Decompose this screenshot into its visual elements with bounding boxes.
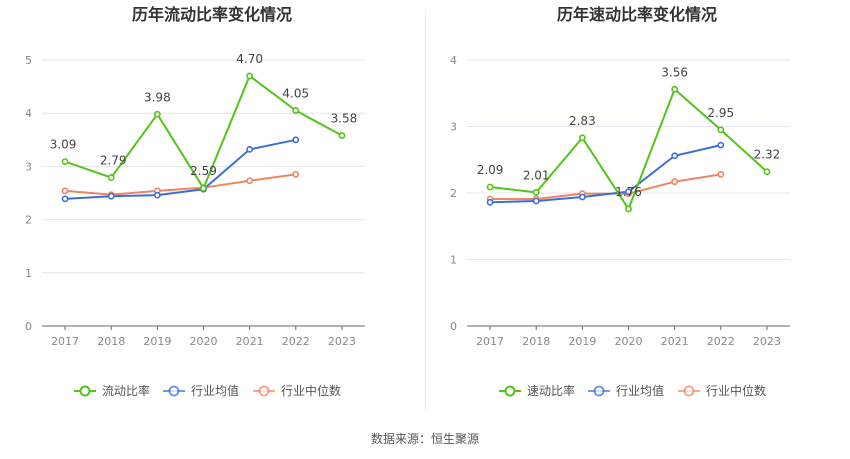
x-tick-label: 2019 xyxy=(143,335,171,348)
data-label: 3.56 xyxy=(661,65,688,79)
x-tick-label: 2019 xyxy=(568,335,596,348)
x-tick-label: 2018 xyxy=(97,335,125,348)
y-tick-label: 4 xyxy=(25,107,32,120)
legend-item-ratio[interactable]: 流动比率 xyxy=(74,383,150,398)
data-point-avg[interactable] xyxy=(671,152,679,160)
legend-label: 行业中位数 xyxy=(281,383,341,398)
legend-marker-icon xyxy=(683,385,695,397)
data-label: 3.09 xyxy=(50,138,77,152)
legend-marker-icon xyxy=(504,385,516,397)
data-point-median[interactable] xyxy=(246,177,254,185)
data-point-avg[interactable] xyxy=(61,195,69,203)
data-label: 4.70 xyxy=(236,52,263,66)
data-source-note: 数据来源：恒生聚源 xyxy=(370,432,479,446)
data-point-ratio[interactable] xyxy=(200,184,207,192)
legend-label: 行业均值 xyxy=(191,383,239,398)
data-point-ratio[interactable] xyxy=(625,205,632,213)
data-point-ratio[interactable] xyxy=(107,174,115,181)
data-point-ratio[interactable] xyxy=(671,85,679,93)
y-tick-label: 5 xyxy=(25,54,32,67)
y-tick-label: 1 xyxy=(450,254,457,267)
data-point-median[interactable] xyxy=(61,187,69,195)
data-label: 4.05 xyxy=(282,87,309,101)
legend-label: 行业中位数 xyxy=(706,383,766,398)
legend-marker-icon xyxy=(258,385,270,397)
data-point-ratio[interactable] xyxy=(61,158,69,166)
y-tick-label: 3 xyxy=(450,121,457,134)
data-label: 2.79 xyxy=(100,154,127,168)
data-label: 2.59 xyxy=(190,164,217,178)
data-point-avg[interactable] xyxy=(486,198,494,206)
y-tick-label: 1 xyxy=(25,267,32,280)
x-tick-label: 2022 xyxy=(282,335,310,348)
data-label: 2.01 xyxy=(523,168,550,182)
data-point-median[interactable] xyxy=(292,170,300,178)
series-line-avg xyxy=(65,138,296,200)
chart-title: 历年流动比率变化情况 xyxy=(132,5,292,24)
series-line-median xyxy=(64,173,296,196)
data-point-avg[interactable] xyxy=(578,193,586,201)
legend-marker-icon xyxy=(593,385,605,397)
data-point-ratio[interactable] xyxy=(486,183,494,191)
x-tick-label: 2018 xyxy=(522,335,550,348)
data-point-ratio[interactable] xyxy=(292,107,300,114)
chart-divider xyxy=(425,10,426,410)
x-tick-label: 2022 xyxy=(707,335,735,348)
legend-item-median[interactable]: 行业中位数 xyxy=(253,383,341,398)
data-point-ratio[interactable] xyxy=(763,168,771,176)
chart-title: 历年速动比率变化情况 xyxy=(557,5,717,24)
data-label: 2.83 xyxy=(569,114,596,128)
data-label: 2.09 xyxy=(477,163,504,177)
data-point-avg[interactable] xyxy=(246,145,254,153)
x-tick-label: 2023 xyxy=(328,335,356,348)
data-point-median[interactable] xyxy=(671,178,679,186)
data-point-avg[interactable] xyxy=(107,192,115,200)
x-tick-label: 2020 xyxy=(190,335,218,348)
x-tick-label: 2017 xyxy=(476,335,504,348)
data-label: 3.98 xyxy=(144,90,171,104)
x-tick-label: 2017 xyxy=(51,335,79,348)
data-point-ratio[interactable] xyxy=(717,126,725,134)
data-point-ratio[interactable] xyxy=(338,132,346,139)
data-point-ratio[interactable] xyxy=(153,110,161,118)
data-point-avg[interactable] xyxy=(717,141,725,149)
quick-ratio-chart: 历年速动比率变化情况 0 1 2 3 4 2017 2018 2019 2020 2021 2022 2… xyxy=(450,5,790,398)
data-point-ratio[interactable] xyxy=(578,134,586,142)
y-tick-label: 3 xyxy=(25,160,32,173)
data-point-ratio[interactable] xyxy=(246,72,254,80)
y-tick-label: 2 xyxy=(25,214,32,227)
x-tick-label: 2021 xyxy=(661,335,689,348)
y-tick-label: 2 xyxy=(450,187,457,200)
legend-marker-icon xyxy=(79,385,91,397)
legend-marker-icon xyxy=(168,385,180,397)
data-label: 1.76 xyxy=(615,185,642,199)
x-tick-label: 2021 xyxy=(236,335,264,348)
y-tick-label: 0 xyxy=(25,320,32,333)
x-tick-label: 2023 xyxy=(753,335,781,348)
data-point-avg[interactable] xyxy=(292,136,300,144)
data-point-avg[interactable] xyxy=(625,188,632,196)
legend-item-avg[interactable]: 行业均值 xyxy=(163,383,239,398)
data-label: 3.58 xyxy=(331,112,358,126)
current-ratio-chart: 历年流动比率变化情况 0 1 2 3 4 5 2017 2018 2019 2020 2021 2022… xyxy=(25,5,365,398)
legend-item-avg[interactable]: 行业均值 xyxy=(588,383,664,398)
data-point-avg[interactable] xyxy=(532,197,540,205)
legend-label: 流动比率 xyxy=(102,383,150,398)
data-label: 2.95 xyxy=(707,106,734,120)
x-tick-label: 2020 xyxy=(615,335,643,348)
legend-label: 速动比率 xyxy=(527,383,575,398)
series-line-avg xyxy=(490,144,722,204)
data-point-median[interactable] xyxy=(717,170,725,178)
legend-item-median[interactable]: 行业中位数 xyxy=(678,383,766,398)
data-point-ratio[interactable] xyxy=(532,188,540,196)
y-tick-label: 0 xyxy=(450,320,457,333)
data-label: 2.32 xyxy=(754,148,781,162)
data-point-avg[interactable] xyxy=(153,191,161,199)
legend-item-ratio[interactable]: 速动比率 xyxy=(499,383,575,398)
y-tick-label: 4 xyxy=(450,54,457,67)
legend-label: 行业均值 xyxy=(616,383,664,398)
